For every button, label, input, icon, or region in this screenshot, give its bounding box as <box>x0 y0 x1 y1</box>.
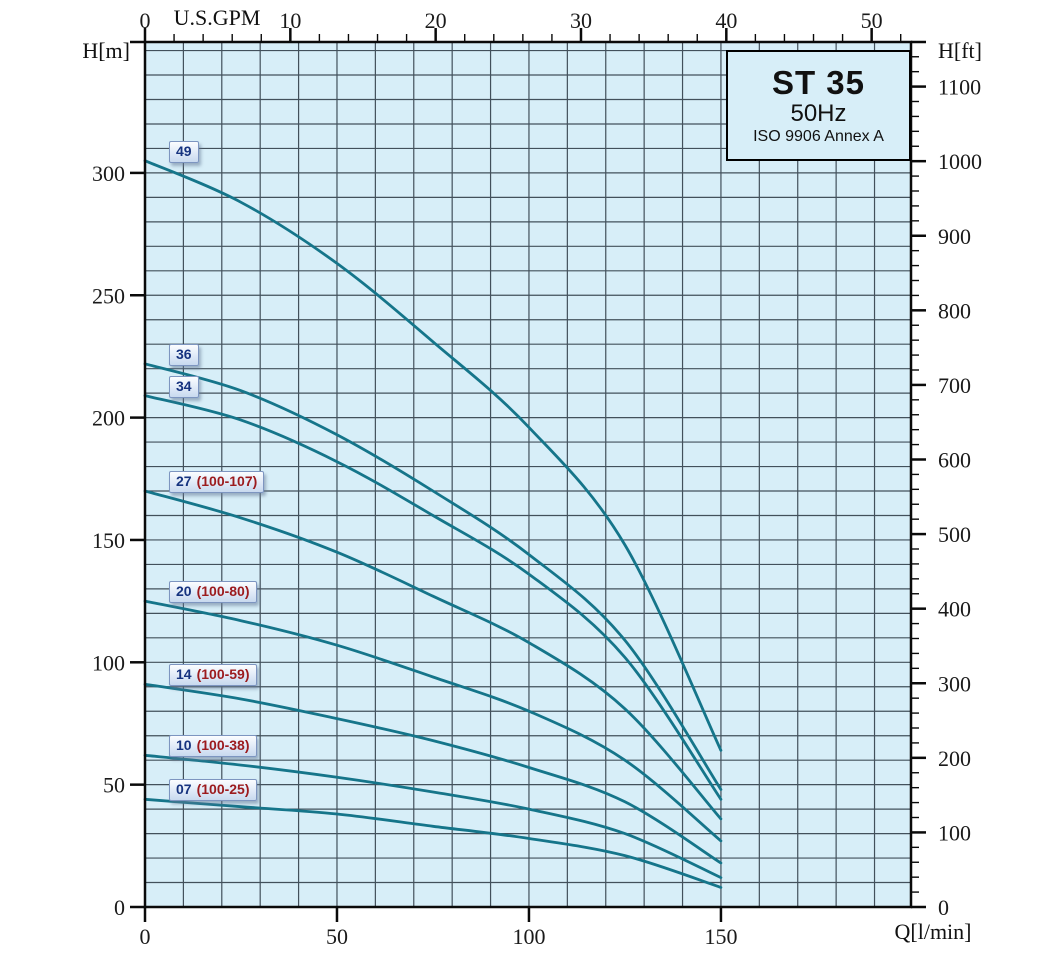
curve-14 <box>143 682 723 865</box>
tick-label: 250 <box>92 283 125 308</box>
pump-standard: ISO 9906 Annex A <box>753 127 884 145</box>
tick-label: 100 <box>512 924 545 949</box>
tick-label: 600 <box>938 448 971 473</box>
tick-label: 150 <box>92 528 125 553</box>
curve-34 <box>143 394 723 801</box>
curve-49 <box>143 159 723 752</box>
bottom-axis: 0 50 100 150 <box>140 907 737 949</box>
curve-label-14: 14 (100-59) <box>169 664 257 687</box>
tick-label: 0 <box>140 924 151 949</box>
curve-label-10: 10 (100-38) <box>169 735 257 758</box>
title-box: ST 35 50Hz ISO 9906 Annex A <box>726 50 911 161</box>
curve-stages: 27 <box>176 473 192 490</box>
curves <box>143 159 723 889</box>
tick-label: 100 <box>92 650 125 675</box>
top-axis-unit-label: U.S.GPM <box>173 5 261 30</box>
curve-range: (100-38) <box>196 737 250 754</box>
pump-model: ST 35 <box>771 63 866 101</box>
tick-label: 300 <box>92 161 125 186</box>
curve-stages: 20 <box>176 583 192 600</box>
tick-label: 30 <box>570 8 592 33</box>
bottom-axis-unit-label: Q[l/min] <box>894 919 972 944</box>
tick-label: 700 <box>938 373 971 398</box>
tick-label: 40 <box>715 8 737 33</box>
curve-range: (100-80) <box>196 583 250 600</box>
tick-label: 400 <box>938 597 971 622</box>
left-axis-unit-label: H[m] <box>82 38 130 63</box>
tick-label: 50 <box>103 773 125 798</box>
tick-label: 900 <box>938 224 971 249</box>
curve-stages: 10 <box>176 737 192 754</box>
curve-range: (100-25) <box>196 781 250 798</box>
tick-label: 200 <box>92 406 125 431</box>
curve-range: (100-59) <box>196 666 250 683</box>
tick-label: 100 <box>938 820 971 845</box>
curve-label-49: 49 <box>169 140 199 163</box>
curve-stages: 36 <box>176 345 192 362</box>
tick-label: 10 <box>279 8 301 33</box>
left-axis: 0 50 100 150 200 250 300 <box>92 40 145 920</box>
curve-range: (100-107) <box>196 473 258 490</box>
curve-stages: 14 <box>176 666 192 683</box>
curve-label-36: 36 <box>169 343 199 366</box>
grid <box>145 42 911 907</box>
tick-label: 1000 <box>938 149 982 174</box>
right-axis-unit-label: H[ft] <box>938 38 982 63</box>
curve-36 <box>143 362 723 791</box>
tick-label: 50 <box>861 8 883 33</box>
plot-background <box>145 42 911 907</box>
tick-label: 50 <box>326 924 348 949</box>
curve-label-07: 07 (100-25) <box>169 779 257 802</box>
curve-10 <box>143 753 723 879</box>
curve-27 <box>143 489 723 821</box>
pump-frequency: 50Hz <box>790 99 847 127</box>
curve-20 <box>143 599 723 843</box>
tick-label: 0 <box>114 895 125 920</box>
tick-label: 150 <box>704 924 737 949</box>
curve-label-27: 27 (100-107) <box>169 471 265 494</box>
tick-label: 1100 <box>938 75 981 100</box>
top-axis: 0 10 20 30 40 50 <box>140 8 902 42</box>
curve-label-34: 34 <box>169 375 199 398</box>
tick-label: 20 <box>425 8 447 33</box>
curve-label-20: 20 (100-80) <box>169 581 257 604</box>
tick-label: 300 <box>938 671 971 696</box>
curve-stages: 07 <box>176 781 192 798</box>
curve-stages: 34 <box>176 377 192 394</box>
tick-label: 200 <box>938 746 971 771</box>
tick-label: 0 <box>140 8 151 33</box>
curve-stages: 49 <box>176 142 192 159</box>
tick-label: 500 <box>938 522 971 547</box>
tick-label: 800 <box>938 298 971 323</box>
curve-07 <box>143 797 723 889</box>
right-axis: 0 100 200 300 400 500 600 700 800 900 1000 1100 <box>911 40 982 920</box>
tick-label: 0 <box>938 895 949 920</box>
